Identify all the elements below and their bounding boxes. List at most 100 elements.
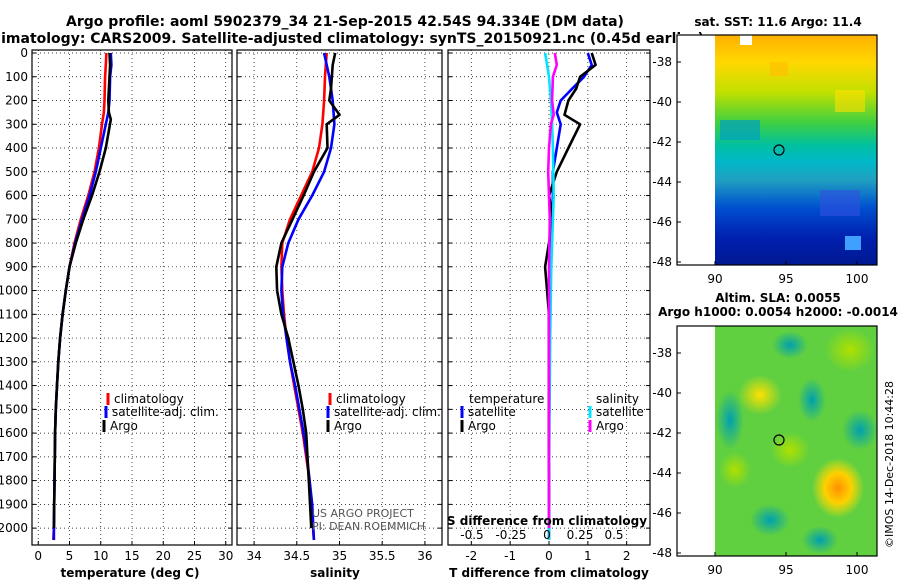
sst-warm-patch bbox=[835, 90, 865, 112]
x-tick-label: 34 bbox=[246, 549, 261, 563]
depth-tick-label: 800 bbox=[5, 236, 28, 250]
map-x-tick-label: 100 bbox=[846, 272, 869, 286]
temperature-panel: 0 5 10 15 20 25 30 temperature (deg C) climato… bbox=[31, 49, 233, 580]
depth-tick-label: 1800 bbox=[0, 474, 28, 488]
sla-low bbox=[716, 390, 744, 450]
map-x-tick-label: 95 bbox=[778, 563, 793, 577]
sst-map-panel: sat. SST: 11.6 Argo: 11.4 90 95 100 -38 -40 -… bbox=[652, 15, 878, 286]
sla-axes: 90 95 100 -38 -40 -42 -44 -46 -48 bbox=[652, 346, 868, 577]
sst-float-marker bbox=[773, 144, 785, 156]
sla-high bbox=[825, 328, 875, 372]
x-tick-label: 30 bbox=[218, 549, 233, 563]
depth-tick-label: 1000 bbox=[0, 284, 28, 298]
series-line-t-satellite bbox=[547, 52, 594, 540]
title-line-2: Climatology: CARS2009. Satellite-adjuste… bbox=[0, 31, 704, 47]
x-tick-label: 35 bbox=[332, 549, 347, 563]
sst-title: sat. SST: 11.6 Argo: 11.4 bbox=[694, 15, 861, 29]
legend-satellite-label: satellite-adj. clim. bbox=[112, 405, 219, 419]
difference-xlabel: T difference from climatology bbox=[449, 566, 649, 580]
top-x-tick-label: 0.5 bbox=[604, 528, 623, 542]
sla-low bbox=[750, 504, 790, 536]
top-x-tick-label: -0.25 bbox=[495, 528, 526, 542]
sla-map-panel: Altim. SLA: 0.0055 Argo h1000: 0.0054 h2… bbox=[652, 291, 898, 577]
x-tick-label: -1 bbox=[504, 549, 516, 563]
map-y-tick-label: -40 bbox=[652, 95, 672, 109]
map-x-tick-label: 90 bbox=[707, 563, 722, 577]
top-x-tick-label: -0.5 bbox=[460, 528, 483, 542]
map-y-tick-label: -44 bbox=[652, 175, 672, 189]
sla-high bbox=[738, 375, 782, 415]
map-y-tick-label: -42 bbox=[652, 426, 672, 440]
legend-argo-label: Argo bbox=[334, 419, 362, 433]
difference-plot-area: -2 -1 0 1 2 -0.5 -0.25 0 0.25 0.5 bbox=[448, 50, 650, 563]
depth-tick-label: 1700 bbox=[0, 450, 28, 464]
map-y-tick-label: -46 bbox=[652, 506, 672, 520]
sst-cool-patch bbox=[845, 236, 861, 250]
x-tick-label: 20 bbox=[156, 549, 171, 563]
salinity-plot-area: 34 34.5 35 35.5 36 bbox=[237, 50, 442, 563]
credit-pi: PI: DEAN ROEMMICH bbox=[312, 520, 425, 533]
sla-high bbox=[812, 458, 864, 518]
depth-tick-label: 500 bbox=[5, 165, 28, 179]
depth-tick-label: 1100 bbox=[0, 307, 28, 321]
temperature-legend: climatology satellite-adj. clim. Argo bbox=[102, 392, 219, 433]
sst-warm-patch bbox=[770, 62, 788, 76]
sst-map-frame bbox=[676, 34, 878, 266]
imos-stamp: ©IMOS 14-Dec-2018 10:44:28 bbox=[883, 381, 896, 548]
depth-tick-label: 1500 bbox=[0, 402, 28, 416]
map-y-tick-label: -44 bbox=[652, 466, 672, 480]
x-tick-label: 0 bbox=[545, 549, 553, 563]
depth-tick-label: 1400 bbox=[0, 379, 28, 393]
series-line-s-argo bbox=[546, 52, 559, 529]
sst-field bbox=[715, 35, 877, 265]
sla-high bbox=[719, 452, 751, 488]
map-x-tick-label: 100 bbox=[846, 563, 869, 577]
depth-tick-label: 100 bbox=[5, 70, 28, 84]
series-line-climatology bbox=[280, 52, 328, 541]
title-line-1: Argo profile: aoml 5902379_34 21-Sep-201… bbox=[66, 14, 624, 30]
map-y-tick-label: -38 bbox=[652, 55, 672, 69]
x-tick-label: 0 bbox=[34, 549, 42, 563]
depth-tick-label: 700 bbox=[5, 212, 28, 226]
temperature-plot-area: 0 5 10 15 20 25 30 bbox=[32, 50, 233, 563]
series-line-argo bbox=[52, 52, 113, 529]
legend-t-satellite-label: satellite bbox=[468, 405, 516, 419]
difference-legend: temperature satellite Argo salinity sate… bbox=[460, 392, 644, 433]
map-y-tick-label: -38 bbox=[652, 346, 672, 360]
map-x-tick-label: 95 bbox=[778, 272, 793, 286]
difference-top-xlabel: S difference from climatology bbox=[447, 514, 647, 528]
sla-low bbox=[842, 410, 878, 450]
salinity-xlabel: salinity bbox=[310, 566, 360, 580]
depth-tick-label: 1900 bbox=[0, 497, 28, 511]
series-line-climatology bbox=[52, 52, 108, 541]
legend-t-argo-label: Argo bbox=[468, 419, 496, 433]
depth-axis: 0 100 200 300 400 500 600 700 800 900 1000 1100 1200… bbox=[0, 46, 28, 535]
salinity-panel: 34 34.5 35 35.5 36 salinity climatology sate… bbox=[236, 49, 443, 580]
sla-low bbox=[798, 378, 826, 422]
x-tick-label: 34.5 bbox=[283, 549, 310, 563]
top-x-tick-label: 0 bbox=[543, 528, 551, 542]
x-tick-label: 35.5 bbox=[369, 549, 396, 563]
salinity-legend: climatology satellite-adj. clim. Argo bbox=[326, 392, 441, 433]
depth-tick-label: 400 bbox=[5, 141, 28, 155]
depth-tick-label: 200 bbox=[5, 94, 28, 108]
legend-satellite-label: satellite-adj. clim. bbox=[334, 405, 441, 419]
series-line-argo bbox=[274, 52, 341, 529]
legend-climatology-label: climatology bbox=[336, 392, 406, 406]
legend-argo-label: Argo bbox=[110, 419, 138, 433]
legend-temperature-title: temperature bbox=[469, 392, 544, 406]
depth-tick-label: 1200 bbox=[0, 331, 28, 345]
sst-cool-patch bbox=[720, 120, 760, 140]
sla-title-1: Altim. SLA: 0.0055 bbox=[715, 291, 841, 305]
x-tick-label: 36 bbox=[417, 549, 432, 563]
sla-low bbox=[772, 331, 808, 359]
x-tick-label: -2 bbox=[465, 549, 477, 563]
map-y-tick-label: -42 bbox=[652, 135, 672, 149]
depth-tick-label: 2000 bbox=[0, 521, 28, 535]
x-tick-label: 25 bbox=[187, 549, 202, 563]
sla-high bbox=[770, 432, 810, 468]
difference-panel: -2 -1 0 1 2 -0.5 -0.25 0 0.25 0.5 T difference fr… bbox=[447, 49, 651, 580]
x-tick-label: 5 bbox=[66, 549, 74, 563]
x-tick-label: 1 bbox=[584, 549, 592, 563]
